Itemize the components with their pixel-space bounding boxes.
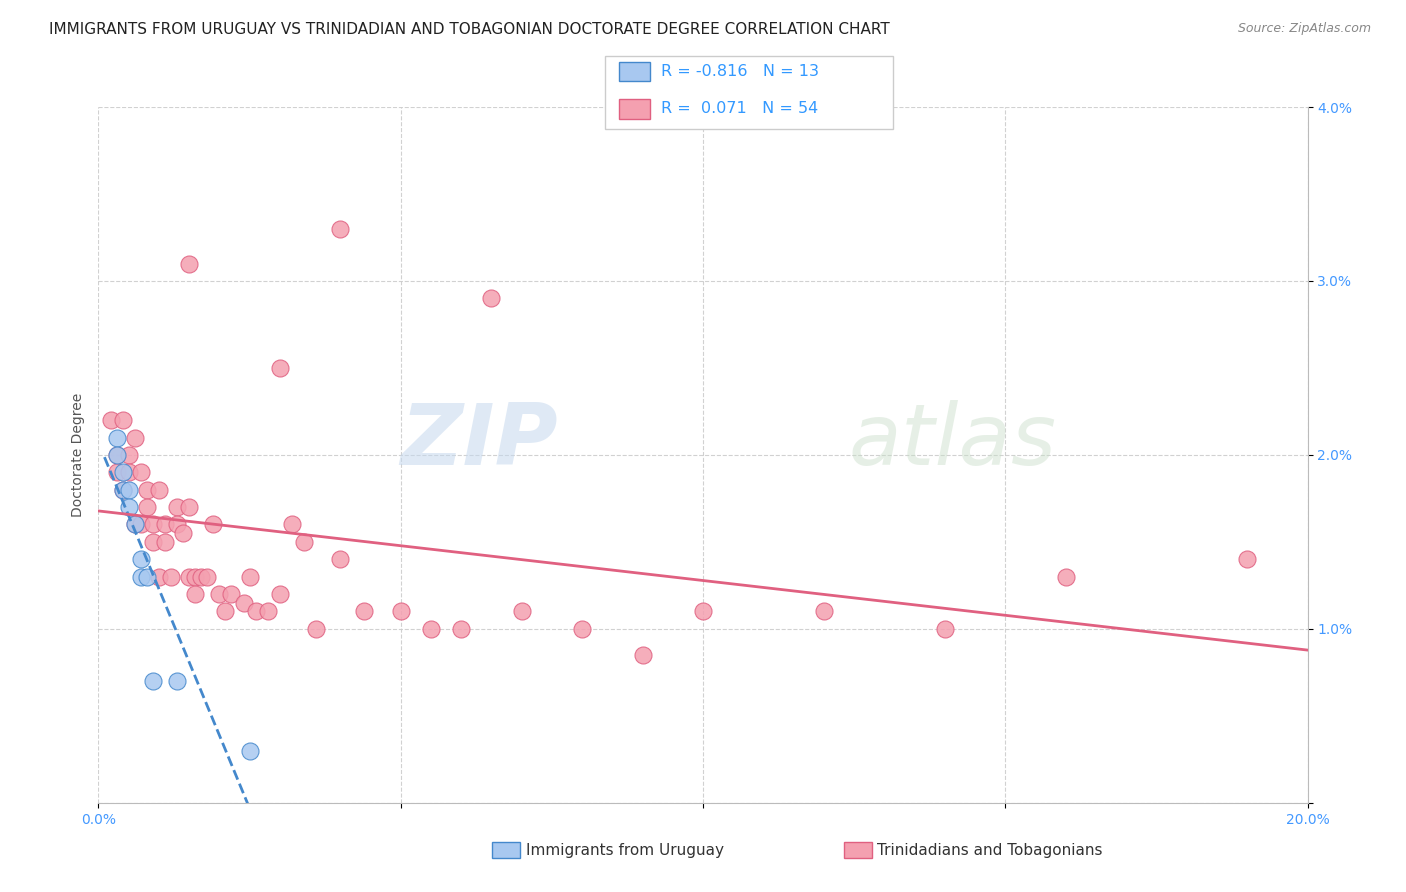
Point (135, 483, 157, 497)
Point (292, 534, 315, 549)
Point (111, 466, 134, 480)
Point (153, 517, 176, 532)
Point (269, 360, 291, 375)
Point (105, 448, 128, 462)
Point (105, 430, 128, 444)
Point (692, 605, 714, 619)
Point (111, 483, 134, 497)
Point (129, 552, 152, 566)
Point (124, 430, 146, 444)
Point (214, 605, 236, 619)
Point (135, 500, 157, 514)
Point (124, 517, 146, 532)
Point (269, 587, 291, 601)
Point (135, 570, 157, 584)
Point (118, 483, 141, 497)
Point (1054, 570, 1077, 584)
Point (179, 500, 201, 514)
Text: Immigrants from Uruguay: Immigrants from Uruguay (526, 843, 724, 857)
Point (813, 605, 835, 619)
Point (239, 744, 262, 758)
Point (329, 221, 352, 235)
Point (129, 517, 152, 532)
Point (232, 596, 254, 610)
Point (450, 622, 472, 636)
Point (353, 605, 375, 619)
Point (631, 648, 654, 662)
Point (208, 587, 231, 601)
Text: Source: ZipAtlas.com: Source: ZipAtlas.com (1237, 22, 1371, 36)
Point (420, 622, 443, 636)
Point (124, 517, 146, 532)
Point (118, 448, 141, 462)
Text: R =  0.071   N = 54: R = 0.071 N = 54 (661, 102, 818, 116)
Point (142, 534, 165, 549)
Point (481, 291, 503, 305)
Point (190, 570, 212, 584)
Point (118, 466, 141, 480)
Point (148, 483, 170, 497)
Text: IMMIGRANTS FROM URUGUAY VS TRINIDADIAN AND TOBAGONIAN DOCTORATE DEGREE CORRELATI: IMMIGRANTS FROM URUGUAY VS TRINIDADIAN A… (49, 22, 890, 37)
Point (1236, 552, 1258, 566)
Text: ZIP: ZIP (401, 400, 558, 483)
Point (129, 466, 152, 480)
Point (239, 570, 262, 584)
Text: R = -0.816   N = 13: R = -0.816 N = 13 (661, 64, 818, 78)
Point (179, 570, 201, 584)
Point (172, 526, 194, 541)
Point (221, 587, 243, 601)
Point (111, 483, 134, 497)
Point (256, 605, 278, 619)
Text: atlas: atlas (848, 400, 1056, 483)
Point (305, 622, 328, 636)
Point (934, 622, 956, 636)
Point (111, 413, 134, 427)
Point (245, 605, 267, 619)
Point (160, 570, 183, 584)
Point (153, 534, 176, 549)
Point (142, 517, 165, 532)
Text: Trinidadians and Tobagonians: Trinidadians and Tobagonians (877, 843, 1102, 857)
Point (118, 500, 141, 514)
Point (184, 570, 207, 584)
Point (195, 570, 218, 584)
Point (389, 605, 412, 619)
Point (166, 674, 188, 689)
Point (142, 674, 165, 689)
Point (510, 605, 533, 619)
Point (105, 448, 128, 462)
Point (105, 466, 128, 480)
Point (166, 517, 188, 532)
Point (329, 552, 352, 566)
Point (179, 257, 201, 271)
Point (281, 517, 304, 532)
Point (166, 500, 188, 514)
Y-axis label: Doctorate Degree: Doctorate Degree (70, 392, 84, 517)
Point (100, 413, 122, 427)
Point (184, 587, 207, 601)
Point (148, 570, 170, 584)
Point (129, 570, 152, 584)
Point (571, 622, 593, 636)
Point (202, 517, 225, 532)
